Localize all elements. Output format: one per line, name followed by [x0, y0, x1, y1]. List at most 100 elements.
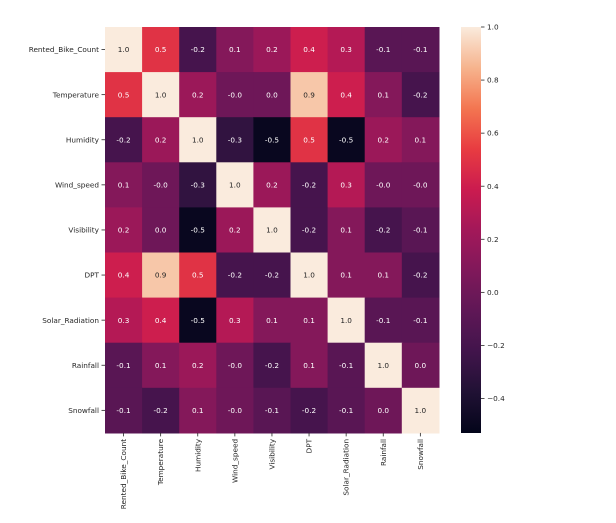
column-label: Snowfall	[416, 439, 425, 470]
heatmap-cell	[364, 342, 403, 389]
heatmap-cell	[253, 162, 292, 208]
heatmap-cell	[290, 297, 329, 344]
cell-annotation: 0.4	[303, 45, 315, 54]
heatmap-cell	[142, 297, 180, 344]
cell-annotation: -0.3	[228, 135, 243, 144]
cell-annotation: 0.9	[155, 271, 167, 280]
heatmap-cell	[327, 342, 366, 389]
heatmap-cell	[105, 207, 143, 254]
row-label: Wind_speed	[55, 180, 99, 189]
cell-annotation: 0.3	[340, 180, 352, 189]
cell-annotation: -0.2	[302, 226, 316, 235]
column-label: Solar_Radiation	[342, 439, 351, 496]
heatmap-cell	[327, 387, 366, 434]
cell-annotation: 0.5	[118, 90, 130, 99]
cell-annotation: 0.2	[377, 135, 389, 144]
heatmap-cell	[290, 162, 329, 208]
cell-annotation: 0.2	[266, 45, 278, 54]
cell-annotation: -0.5	[265, 135, 279, 144]
row-label: Humidity	[66, 135, 100, 144]
cell-annotation: -0.1	[413, 316, 427, 325]
cell-annotation: -0.1	[376, 45, 390, 54]
heatmap-cell	[253, 252, 292, 299]
cell-annotation: 0.9	[303, 90, 315, 99]
cell-annotation: 0.1	[192, 406, 204, 415]
heatmap-cell	[142, 117, 180, 163]
heatmap-cell	[401, 72, 440, 118]
cell-annotation: 0.4	[118, 271, 130, 280]
heatmap-cell	[290, 72, 329, 118]
heatmap-cell	[327, 162, 366, 208]
cell-annotation: -0.1	[339, 361, 353, 370]
cell-annotation: -0.1	[413, 45, 427, 54]
heatmap-cell	[253, 342, 292, 389]
heatmap-cell	[290, 252, 329, 299]
column-label: Wind_speed	[230, 439, 239, 483]
cell-annotation: -0.0	[228, 90, 243, 99]
heatmap-cell	[105, 252, 143, 299]
heatmap-cell	[179, 207, 217, 254]
heatmap-cell	[105, 72, 143, 118]
cell-annotation: 1.0	[229, 180, 241, 189]
heatmap-cell	[290, 387, 329, 434]
heatmap-cell	[327, 297, 366, 344]
heatmap-cell	[290, 117, 329, 163]
heatmap-cells: 1.0 0.5 -0.2 0.1 0.2 0.4 0.3 -0.1 -0.1 0.5 1.0 0.2 -…	[105, 27, 440, 434]
heatmap-cell	[364, 72, 403, 118]
colorbar-tick-label: 0.0	[487, 288, 499, 297]
cell-annotation: -0.0	[228, 361, 243, 370]
cell-annotation: -0.5	[191, 316, 205, 325]
colorbar-tick-label: −0.4	[487, 394, 505, 403]
row-label: Rainfall	[72, 361, 99, 370]
cell-annotation: -0.2	[265, 361, 279, 370]
heatmap-cell	[327, 252, 366, 299]
colorbar-tick-label: 0.2	[487, 235, 499, 244]
colorbar-gradient	[461, 27, 481, 433]
heatmap-cell	[290, 342, 329, 389]
column-label: DPT	[305, 438, 314, 453]
heatmap-cell	[216, 387, 254, 434]
heatmap-cell	[327, 207, 366, 254]
heatmap-cell	[401, 27, 440, 73]
cell-annotation: 0.5	[155, 45, 167, 54]
cell-annotation: 0.1	[229, 45, 241, 54]
row-label: DPT	[85, 271, 100, 280]
cell-annotation: 0.3	[229, 316, 241, 325]
cell-annotation: -0.1	[116, 406, 130, 415]
cell-annotation: 1.0	[266, 226, 278, 235]
heatmap-cell	[290, 27, 329, 73]
column-label: Visibility	[268, 438, 277, 469]
heatmap-cell	[216, 117, 254, 163]
cell-annotation: -0.2	[228, 271, 242, 280]
cell-annotation: 0.0	[377, 406, 389, 415]
heatmap-cell	[105, 162, 143, 208]
heatmap-cell	[179, 117, 217, 163]
heatmap-cell	[179, 162, 217, 208]
cell-annotation: -0.2	[413, 90, 427, 99]
cell-annotation: 0.4	[155, 316, 167, 325]
heatmap-cell	[216, 252, 254, 299]
heatmap-cell	[364, 252, 403, 299]
heatmap-cell	[179, 27, 217, 73]
cell-annotation: -0.1	[376, 316, 390, 325]
cell-annotation: 0.2	[192, 361, 204, 370]
heatmap-cell	[401, 297, 440, 344]
heatmap-cell	[179, 387, 217, 434]
heatmap-cell	[142, 342, 180, 389]
cell-annotation: 0.2	[229, 226, 241, 235]
cell-annotation: 0.3	[118, 316, 130, 325]
colorbar: 1.0 0.8 0.6 0.4 0.2 0.0 −0.2 −0.4	[461, 23, 505, 433]
cell-annotation: 1.0	[377, 361, 389, 370]
cell-annotation: 1.0	[415, 406, 427, 415]
heatmap-cell	[216, 342, 254, 389]
cell-annotation: -0.2	[413, 271, 427, 280]
row-labels: Rented_Bike_Count Temperature Humidity Wind…	[29, 45, 105, 415]
cell-annotation: 1.0	[340, 316, 352, 325]
cell-annotation: -0.0	[376, 180, 391, 189]
cell-annotation: -0.1	[116, 361, 130, 370]
heatmap-cell	[105, 297, 143, 344]
heatmap-cell	[253, 387, 292, 434]
cell-annotation: 0.5	[192, 271, 204, 280]
cell-annotation: 0.1	[340, 271, 352, 280]
colorbar-tick-label: 1.0	[487, 23, 499, 32]
